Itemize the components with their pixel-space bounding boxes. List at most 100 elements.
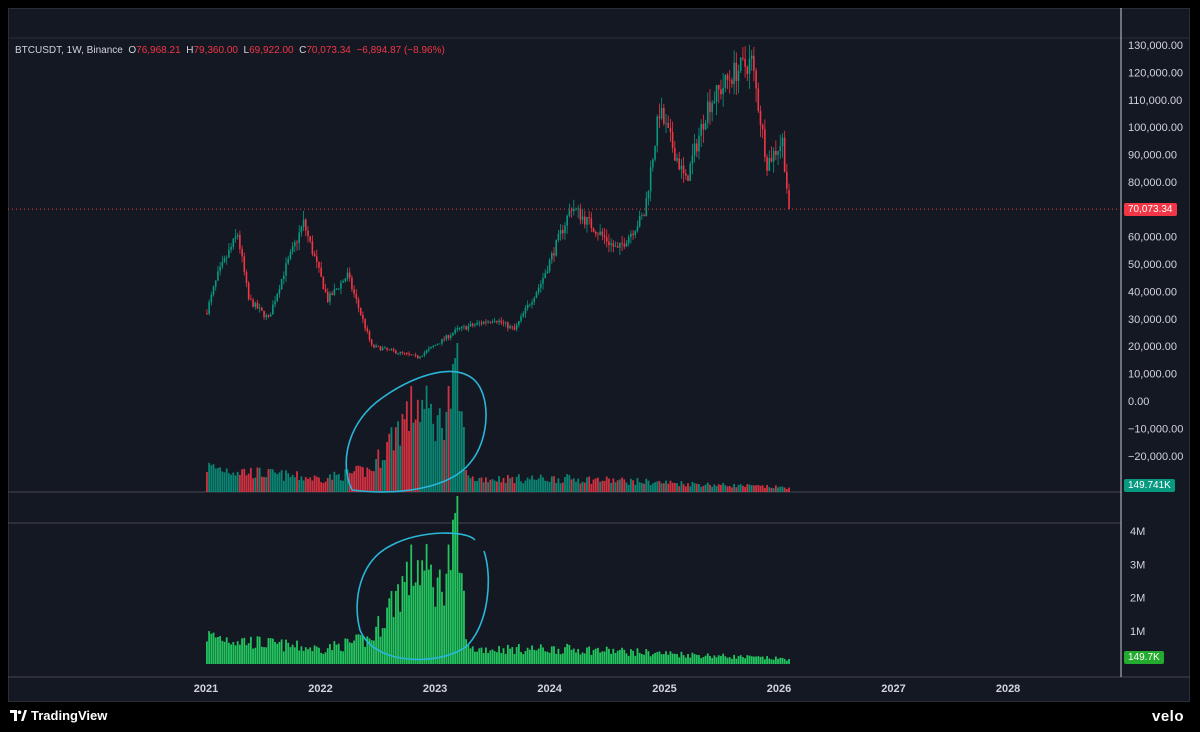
price-candle: [331, 293, 333, 295]
price-candle: [458, 328, 461, 329]
volume-bar: [293, 647, 296, 664]
price-candle: [333, 289, 336, 295]
overlay-volume-bar: [698, 484, 700, 492]
price-candle: [537, 287, 540, 293]
volume-bar: [539, 644, 542, 664]
volume-bar: [572, 648, 575, 664]
overlay-volume-bar: [601, 480, 604, 492]
volume-bar: [326, 648, 329, 664]
price-candle: [561, 230, 564, 234]
overlay-volume-bar: [474, 481, 476, 492]
overlay-volume-bar: [673, 482, 676, 492]
volume-bar: [504, 653, 507, 664]
volume-bar: [785, 660, 788, 664]
price-candle: [425, 350, 428, 353]
volume-bar: [526, 647, 529, 664]
price-candle: [542, 278, 544, 284]
price-axis-tick-label: −10,000.00: [1128, 423, 1183, 435]
price-candle: [724, 74, 727, 88]
overlay-volume-bar: [326, 478, 329, 492]
price-candle: [414, 354, 417, 356]
price-candle: [228, 249, 230, 258]
price-candle: [544, 273, 547, 279]
volume-bar: [632, 650, 634, 664]
volume-bar: [269, 638, 272, 664]
price-candle: [775, 150, 777, 155]
price-candle: [621, 242, 623, 244]
volume-axis-tick-label: 3M: [1130, 559, 1145, 571]
volume-bar: [344, 638, 347, 664]
price-candle: [702, 123, 705, 130]
overlay-volume-bar: [329, 474, 331, 492]
price-axis-tick-label: 120,000.00: [1128, 67, 1183, 79]
overlay-volume-bar: [515, 476, 518, 492]
price-candle: [676, 158, 678, 161]
volume-bar: [243, 637, 246, 664]
volume-bar: [379, 636, 382, 664]
overlay-volume-bar: [788, 487, 790, 492]
price-candle: [344, 278, 347, 282]
axes: 130,000.00 120,000.00 110,000.00 100,000.00…: [194, 40, 1184, 695]
legend-low-value: 69,922.00: [249, 45, 294, 56]
volume-bar: [588, 646, 591, 664]
volume-bar: [412, 585, 415, 664]
price-candle: [520, 316, 522, 322]
price-candle: [572, 209, 575, 212]
volume-bar: [469, 648, 472, 664]
overlay-volume-bar: [238, 474, 241, 492]
volume-bar: [432, 587, 435, 664]
overlay-volume-bar: [318, 477, 320, 492]
volume-bar: [445, 573, 448, 664]
volume-bar: [651, 654, 654, 664]
overlay-volume-bar: [410, 386, 413, 492]
overlay-volume-bar: [271, 469, 274, 492]
volume-bar: [485, 647, 487, 664]
volume-bar: [300, 646, 303, 664]
price-candle: [250, 299, 252, 300]
overlay-volume-bar: [614, 482, 617, 492]
overlay-volume-bar: [566, 474, 569, 492]
price-candle: [535, 292, 538, 298]
volume-bar: [249, 636, 252, 664]
overlay-volume-bar: [728, 485, 731, 492]
overlay-volume-bar: [526, 477, 529, 492]
price-candle: [601, 231, 604, 236]
volume-bar: [454, 513, 457, 664]
price-candle: [214, 280, 217, 287]
volume-bar: [770, 659, 773, 664]
overlay-volume-bar: [234, 475, 237, 492]
legend-high-value: 79,360.00: [193, 45, 238, 56]
price-candle: [324, 289, 327, 292]
volume-bar: [709, 655, 711, 664]
price-candle: [599, 231, 601, 235]
volume-bar: [715, 657, 718, 664]
legend-high-label: H: [186, 45, 194, 56]
overlay-volume-bar: [432, 423, 435, 492]
volume-bar: [537, 648, 540, 664]
overlay-volume-bar: [383, 460, 386, 492]
tradingview-logo[interactable]: TradingView: [10, 708, 107, 723]
volume-bar: [713, 655, 716, 664]
volume-bar: [717, 655, 720, 664]
volume-bar: [322, 653, 325, 664]
volume-bar: [405, 561, 408, 664]
price-candle: [375, 345, 377, 348]
price-candle: [423, 352, 426, 356]
volume-bar: [647, 651, 650, 664]
volume-bar: [500, 653, 503, 664]
price-candle: [460, 326, 463, 329]
volume-bar: [513, 653, 516, 664]
overlay-volume-bar: [634, 484, 637, 492]
price-candle: [605, 237, 608, 242]
price-candle: [658, 116, 661, 119]
price-candle: [357, 299, 360, 308]
volume-bar: [733, 654, 736, 664]
overlay-volume-bar: [236, 471, 239, 492]
volume-axis-tick-label: 2M: [1130, 593, 1145, 605]
price-candle: [302, 219, 305, 227]
price-candle: [373, 344, 375, 348]
overlay-volume-bar: [781, 486, 784, 492]
volume-bar: [375, 626, 377, 664]
volume-bar: [463, 590, 465, 664]
